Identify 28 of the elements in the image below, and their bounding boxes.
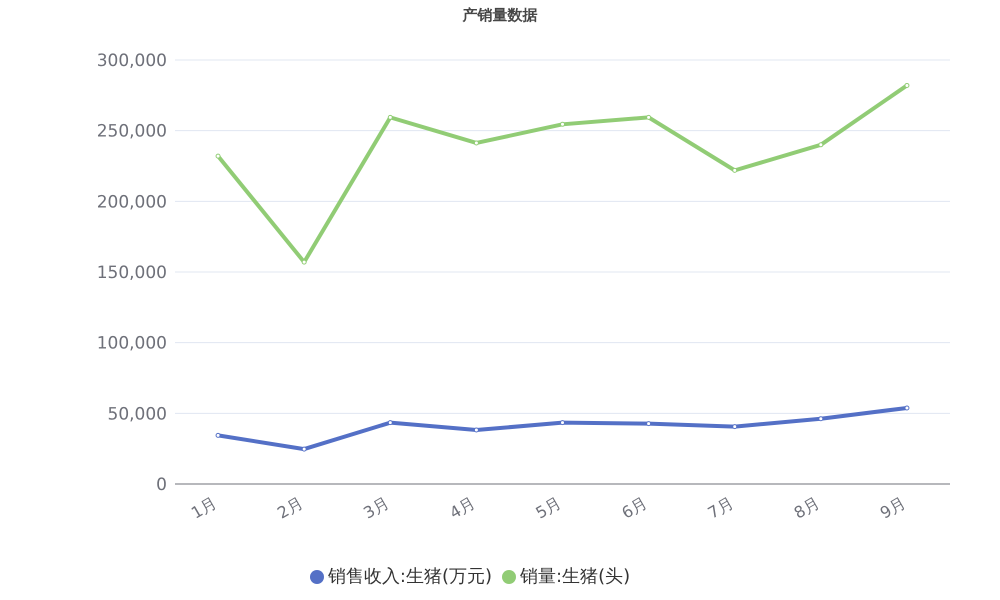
y-tick-label: 0 [156,475,167,496]
point [474,140,479,146]
point [560,122,565,127]
x-tick-label: 1月 [188,493,220,523]
x-tick-label: 3月 [360,493,392,523]
point [818,142,824,148]
x-tick-label: 2月 [274,493,306,523]
x-tick-label: 9月 [876,493,909,523]
y-tick-label: 150,000 [96,263,167,284]
y-tick-label: 200,000 [96,192,167,212]
point [302,446,307,452]
point [216,154,221,159]
x-tick-label: 6月 [618,493,651,523]
point [732,168,738,173]
x-tick-label: 7月 [704,493,737,523]
y-tick-label: 100,000 [96,334,167,354]
point [904,82,910,88]
y-tick-label: 50,000 [108,404,167,424]
x-tick-label: 8月 [790,493,823,523]
legend-label: 销售收入:生猪(万元) [328,566,492,587]
legend-label: 销量:生猪(头) [520,566,630,587]
point [560,420,565,426]
point [388,114,393,120]
y-tick-label: 250,000 [96,122,167,142]
x-tick-label: 5月 [532,493,564,523]
chart-title: 产销量数据 [462,6,538,25]
x-tick-label: 4月 [446,493,478,523]
y-tick-label: 300,000 [96,51,167,72]
